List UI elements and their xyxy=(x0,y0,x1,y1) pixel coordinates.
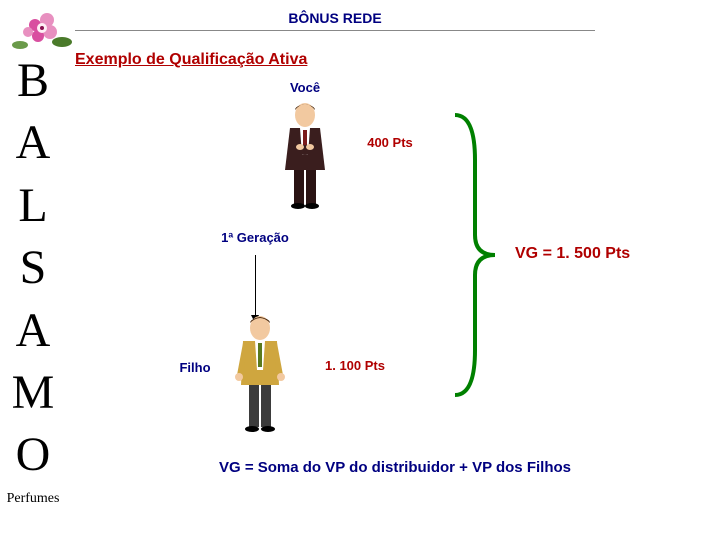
you-label: Você xyxy=(275,80,335,95)
brand-letter: B xyxy=(17,50,49,112)
person-you-icon xyxy=(270,100,340,210)
main-content: BÔNUS REDE Exemplo de Qualificação Ativa… xyxy=(75,10,710,530)
brand-letter: L xyxy=(18,175,47,237)
child-points: 1. 100 Pts xyxy=(315,358,395,373)
brace-icon xyxy=(445,110,505,400)
footer-formula: VG = Soma do VP do distribuidor + VP dos… xyxy=(75,459,715,476)
brand-letter: A xyxy=(16,300,51,362)
person-child-icon xyxy=(225,315,295,435)
hierarchy-diagram: Você 400 Pts 1ª Geração xyxy=(75,80,715,480)
brand-letter: A xyxy=(16,112,51,174)
vg-result: VG = 1. 500 Pts xyxy=(515,245,630,263)
brand-subtitle: Perfumes xyxy=(7,491,60,507)
brand-letter: M xyxy=(12,362,55,424)
brand-sidebar: B A L S A M O Perfumes xyxy=(8,50,58,520)
generation-label: 1ª Geração xyxy=(205,230,305,245)
you-points: 400 Pts xyxy=(365,135,415,150)
child-label: Filho xyxy=(170,360,220,375)
arrow-line xyxy=(255,255,256,315)
brand-letter: O xyxy=(16,424,51,486)
page-title: BÔNUS REDE xyxy=(75,10,595,31)
brand-letter: S xyxy=(20,237,47,299)
section-subtitle: Exemplo de Qualificação Ativa xyxy=(75,51,710,69)
